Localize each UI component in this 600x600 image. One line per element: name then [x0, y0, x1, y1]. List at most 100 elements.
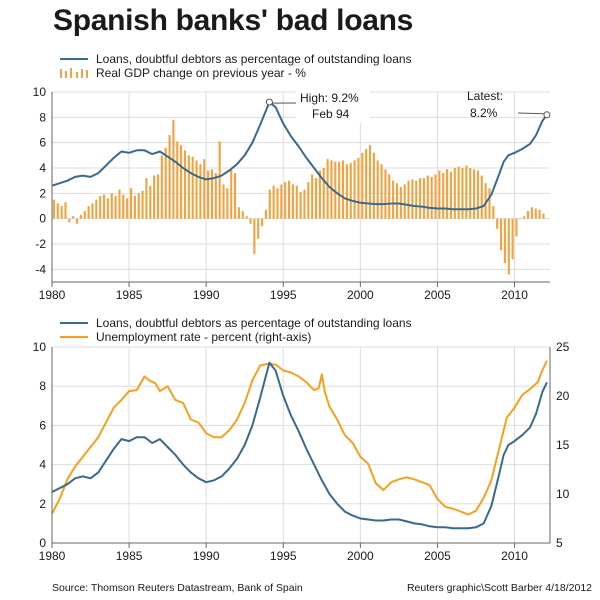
gdp-bar — [268, 189, 271, 219]
x-tick-label: 2000 — [347, 288, 374, 302]
x-tick-label: 2000 — [347, 549, 374, 563]
credit-note: Reuters graphic\Scott Barber 4/18/2012 — [406, 582, 592, 594]
y-tick-label: 6 — [39, 136, 46, 150]
gdp-bar — [338, 161, 341, 219]
y-tick-label: -2 — [35, 237, 46, 251]
gdp-bar — [114, 195, 117, 219]
legend-line-swatch-orange — [60, 336, 88, 338]
gdp-bar — [430, 176, 433, 219]
gdp-bar — [280, 184, 283, 219]
legend-line-swatch — [60, 58, 88, 60]
gdp-bar — [168, 135, 171, 219]
gdp-bar — [237, 207, 241, 219]
gdp-bar — [207, 170, 210, 219]
gdp-bar — [407, 180, 410, 219]
gdp-bar — [257, 218, 260, 239]
peak-label-box — [296, 87, 370, 123]
y-right-tick-label: 25 — [556, 340, 570, 354]
gdp-bar — [376, 160, 379, 219]
gdp-bar — [126, 198, 129, 219]
gdp-bar — [272, 185, 275, 219]
gdp-bar — [392, 180, 395, 219]
gdp-bar — [388, 174, 391, 219]
x-tick-label: 1980 — [39, 288, 66, 302]
gdp-bar — [75, 218, 79, 224]
y-tick-label: 0 — [39, 536, 46, 550]
gdp-bar — [99, 195, 102, 219]
gdp-bar — [334, 161, 337, 219]
gdp-bar — [496, 218, 499, 229]
gdp-bar — [176, 141, 179, 219]
legend-line-swatch — [60, 322, 88, 324]
gdp-bar — [357, 157, 360, 219]
gdp-bar — [361, 152, 364, 219]
x-tick-label: 1995 — [270, 549, 297, 563]
bottom-legend: Loans, doubtful debtors as percentage of… — [60, 316, 412, 344]
gdp-bar — [60, 206, 63, 219]
gdp-bar — [446, 169, 449, 219]
y-tick-label: 2 — [39, 497, 46, 511]
gdp-bar — [133, 195, 136, 219]
x-tick-label: 1995 — [270, 288, 297, 302]
y-right-tick-label: 5 — [556, 536, 563, 550]
gdp-bar — [480, 175, 483, 219]
gdp-bar — [365, 149, 368, 219]
gdp-bar — [149, 185, 152, 219]
gdp-bar — [234, 173, 237, 219]
gdp-bar — [249, 218, 252, 224]
gdp-bar — [419, 178, 422, 219]
gdp-bar — [72, 216, 75, 219]
y-tick-label: 8 — [39, 379, 46, 393]
gdp-bar — [526, 211, 530, 219]
gdp-bar — [218, 141, 221, 219]
y-tick-label: 0 — [39, 212, 46, 226]
x-tick-label: 2010 — [501, 549, 528, 563]
gdp-bar — [303, 189, 306, 219]
y-right-tick-label: 15 — [556, 438, 570, 452]
gdp-bar — [503, 218, 506, 263]
gdp-bar — [287, 180, 291, 219]
gdp-bar — [241, 211, 244, 219]
gdp-bar — [191, 156, 194, 219]
gdp-bar — [372, 152, 375, 219]
gdp-bar — [426, 175, 429, 219]
gdp-bar — [538, 209, 541, 219]
x-tick-label: 2005 — [424, 288, 451, 302]
gdp-bar — [488, 188, 491, 219]
gdp-bar — [87, 206, 90, 219]
loans-unemployment-chart: 0 2 4 6 8 10 5 10 15 20 25 1980 1985 1990 1995 2000 2005… — [33, 340, 570, 563]
gdp-bar — [314, 178, 318, 219]
gdp-bar — [434, 174, 437, 219]
unemployment-line — [51, 360, 548, 516]
gdp-bar — [322, 168, 325, 219]
gdp-bar — [469, 168, 472, 219]
legend-item-unemployment: Unemployment rate - percent (right-axis) — [60, 330, 412, 344]
x-tick-label: 1985 — [116, 288, 143, 302]
gdp-bar — [457, 166, 460, 219]
gdp-bar — [129, 188, 133, 219]
gdp-bar — [156, 174, 160, 219]
gdp-bar — [102, 194, 106, 219]
latest-leader-line — [517, 112, 544, 115]
gdp-bar — [341, 160, 345, 219]
gdp-bar — [345, 164, 348, 219]
legend-bars-swatch — [60, 68, 88, 78]
gdp-bar — [461, 168, 464, 219]
gdp-bar — [68, 218, 71, 223]
gdp-bar — [349, 162, 352, 219]
y-tick-label: 2 — [39, 186, 46, 200]
gdp-bar — [492, 206, 495, 219]
gdp-bar — [222, 184, 225, 219]
y-tick-label: 4 — [39, 458, 46, 472]
gdp-bar — [530, 207, 533, 219]
gdp-bar — [511, 218, 514, 260]
y-tick-label: 4 — [39, 161, 46, 175]
gdp-bar — [56, 203, 59, 219]
gdp-bar — [160, 155, 163, 219]
gdp-bar — [183, 150, 187, 219]
latest-value: 8.2% — [470, 106, 498, 120]
y-tick-label: 10 — [33, 340, 47, 354]
x-tick-label: 1990 — [193, 288, 220, 302]
